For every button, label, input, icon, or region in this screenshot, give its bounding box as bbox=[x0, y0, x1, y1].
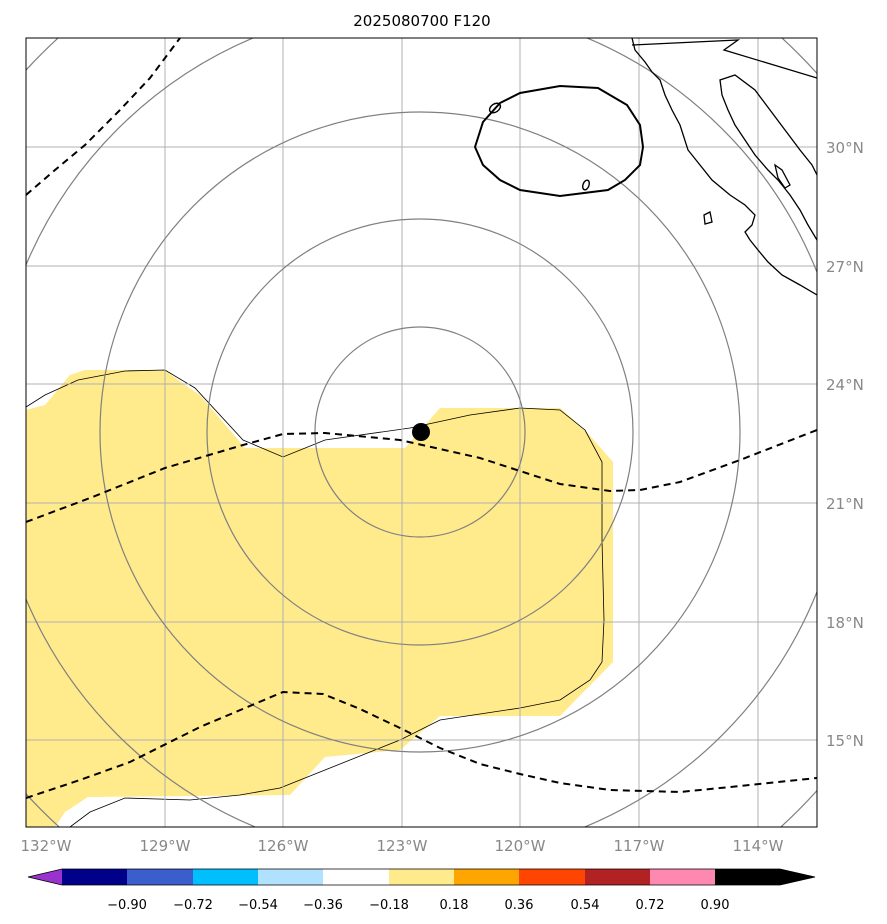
colorbar-segment-10 bbox=[650, 869, 715, 885]
colorbar-segment-5 bbox=[323, 869, 389, 885]
dashed-contour-middle bbox=[26, 429, 817, 523]
dashed-contours bbox=[26, 38, 817, 799]
colorbar-tick-5: −0.18 bbox=[369, 898, 409, 913]
small-closed-contour-1 bbox=[488, 102, 502, 114]
island-2 bbox=[773, 163, 791, 189]
small-closed-contour-2 bbox=[582, 179, 590, 191]
coastline-mainland bbox=[631, 38, 817, 296]
dashed-contour-top-left bbox=[26, 38, 181, 196]
lat-label-15n: 15°N bbox=[826, 732, 864, 750]
lat-label-18n: 18°N bbox=[826, 614, 864, 632]
lon-label-117w: 117°W bbox=[614, 837, 665, 855]
colorbar-segment-2 bbox=[127, 869, 193, 885]
lat-label-24n: 24°N bbox=[826, 376, 864, 394]
figure-title: 2025080700 F120 bbox=[353, 12, 490, 30]
colorbar-segment-9 bbox=[585, 869, 650, 885]
colorbar-segment-1 bbox=[62, 869, 127, 885]
lon-label-120w: 120°W bbox=[495, 837, 546, 855]
colorbar-segment-6 bbox=[389, 869, 454, 885]
colorbar-segment-4 bbox=[258, 869, 323, 885]
lat-label-30n: 30°N bbox=[826, 139, 864, 157]
colorbar-segment-7 bbox=[454, 869, 519, 885]
colorbar-tick-8: 0.54 bbox=[571, 898, 600, 913]
longitude-labels: 132°W 129°W 126°W 123°W 120°W 117°W 114°… bbox=[21, 837, 784, 855]
map-frame bbox=[25, 37, 818, 828]
island-1 bbox=[703, 211, 713, 225]
colorbar-tick-9: 0.72 bbox=[636, 898, 665, 913]
region-outline-contour bbox=[26, 369, 605, 827]
lon-label-126w: 126°W bbox=[258, 837, 309, 855]
storm-center-marker bbox=[412, 423, 430, 441]
colorbar-tick-4: −0.36 bbox=[303, 898, 343, 913]
colorbar-outline bbox=[27, 868, 816, 886]
range-ring-3 bbox=[99, 111, 741, 753]
colorbar-tick-10: 0.90 bbox=[701, 898, 730, 913]
colorbar-segment-8 bbox=[519, 869, 585, 885]
shaded-anomaly-region bbox=[26, 370, 613, 827]
coastline-gulf-shore bbox=[719, 74, 817, 241]
latitude-labels: 30°N 27°N 24°N 21°N 18°N 15°N bbox=[826, 139, 864, 750]
solid-contour-closed bbox=[473, 84, 645, 198]
lat-label-27n: 27°N bbox=[826, 258, 864, 276]
colorbar-tick-1: −0.90 bbox=[107, 898, 147, 913]
colorbar-extend-min bbox=[28, 869, 62, 885]
coastline bbox=[631, 38, 817, 296]
colorbar-segment-3 bbox=[193, 869, 258, 885]
colorbar-tick-7: 0.36 bbox=[505, 898, 534, 913]
colorbar-extend-max bbox=[715, 869, 815, 885]
colorbar-tick-6: 0.18 bbox=[440, 898, 469, 913]
lon-label-123w: 123°W bbox=[377, 837, 428, 855]
colorbar-tick-2: −0.72 bbox=[173, 898, 213, 913]
range-ring-1 bbox=[314, 326, 526, 538]
lon-label-114w: 114°W bbox=[733, 837, 784, 855]
dashed-contour-bottom bbox=[26, 690, 817, 799]
lat-label-21n: 21°N bbox=[826, 495, 864, 513]
coastline-top-edge bbox=[631, 39, 817, 79]
lon-label-129w: 129°W bbox=[140, 837, 191, 855]
range-ring-2 bbox=[206, 218, 634, 646]
colorbar: −0.90 −0.72 −0.54 −0.36 −0.18 0.18 0.36 … bbox=[27, 868, 816, 913]
colorbar-tick-3: −0.54 bbox=[238, 898, 278, 913]
lon-label-132w: 132°W bbox=[21, 837, 72, 855]
